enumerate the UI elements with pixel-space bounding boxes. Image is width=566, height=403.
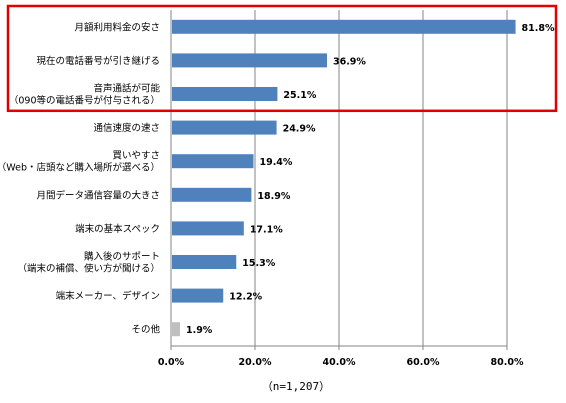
category-label: 音声通話が可能	[93, 83, 160, 95]
bar	[172, 19, 516, 34]
category-label: 端末の基本スペック	[75, 223, 160, 235]
bar	[172, 120, 277, 135]
category-label: （端末の補償、使い方が聞ける）	[17, 263, 160, 275]
category-label: その他	[131, 324, 160, 336]
bar	[172, 187, 252, 202]
category-label: 購入後のサポート	[84, 251, 160, 263]
bars	[172, 19, 516, 337]
category-label: 端末メーカー、デザイン	[56, 290, 160, 302]
gridlines	[254, 10, 508, 346]
value-label: 15.3%	[242, 258, 275, 269]
value-label: 17.1%	[250, 224, 283, 235]
value-label: 19.4%	[259, 157, 292, 168]
x-tick-label: 20.0%	[239, 357, 272, 368]
bar	[172, 288, 224, 303]
value-label: 25.1%	[283, 90, 316, 101]
value-label: 81.8%	[522, 23, 555, 34]
value-labels: 81.8% 36.9% 25.1% 24.9% 19.4% 18.9% 17.1% 15.3%…	[186, 23, 555, 336]
bar	[172, 53, 327, 68]
bar	[172, 322, 180, 337]
category-label: （090等の電話番号が付与される）	[9, 95, 160, 107]
x-tick-label: 40.0%	[323, 357, 356, 368]
category-label: （Web・店頭など購入場所が選べる）	[0, 162, 160, 174]
x-tick-label: 80.0%	[491, 357, 524, 368]
bar	[172, 255, 237, 269]
category-label: 通信速度の速さ	[93, 122, 160, 134]
highlight-box	[6, 4, 558, 113]
category-label: 買いやすさ	[112, 151, 160, 162]
value-label: 18.9%	[257, 191, 290, 202]
category-labels: 月額利用料金の安さ現在の電話番号が引き継げる音声通話が可能（090等の電話番号が…	[0, 21, 160, 335]
value-label: 1.9%	[186, 325, 213, 336]
category-label: 月額利用料金の安さ	[74, 21, 160, 33]
category-label: 現在の電話番号が引き継げる	[36, 55, 160, 67]
value-label: 12.2%	[229, 292, 262, 303]
bar	[172, 87, 278, 101]
x-tick-labels: 0.0% 20.0% 40.0% 60.0% 80.0%	[158, 346, 524, 368]
category-label: 月間データ通信容量の大きさ	[36, 189, 160, 201]
bar	[172, 154, 254, 169]
sample-size-note: （n=1,207）	[262, 380, 330, 393]
value-label: 36.9%	[333, 56, 366, 67]
bar	[172, 221, 244, 236]
value-label: 24.9%	[283, 124, 316, 135]
x-tick-label: 0.0%	[158, 357, 185, 368]
x-tick-label: 60.0%	[407, 357, 440, 368]
